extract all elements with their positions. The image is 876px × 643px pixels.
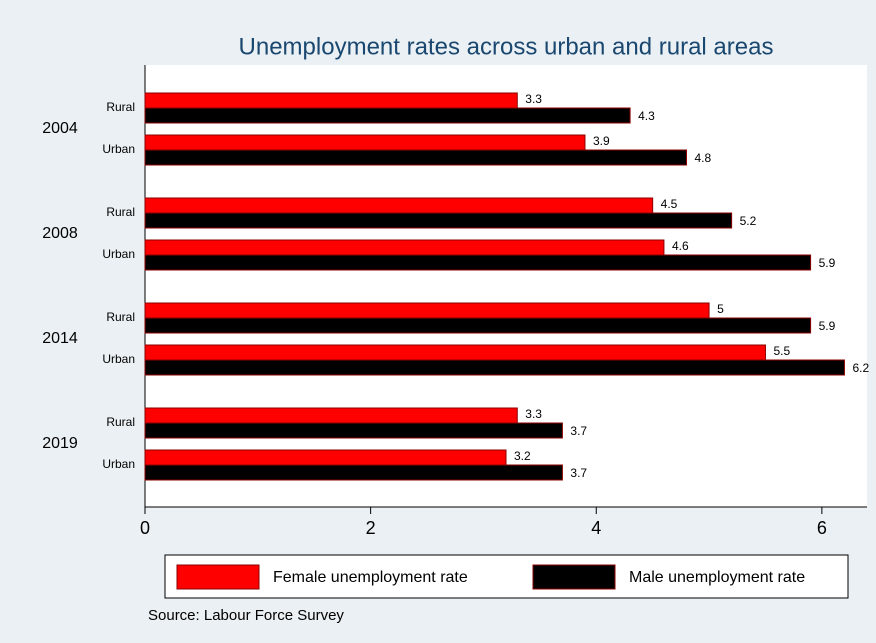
value-label: 3.3 xyxy=(525,407,542,421)
bar xyxy=(144,92,518,109)
value-label: 4.5 xyxy=(661,197,678,211)
bar xyxy=(144,197,654,214)
bar xyxy=(144,359,845,376)
bar xyxy=(144,317,812,334)
group-label: 2008 xyxy=(42,225,78,242)
value-label: 3.7 xyxy=(570,466,587,480)
y-tick-label: Rural xyxy=(106,310,135,324)
value-label: 3.2 xyxy=(514,449,531,463)
value-label: 5 xyxy=(717,302,724,316)
value-label: 4.3 xyxy=(638,109,655,123)
legend-swatch xyxy=(176,564,260,590)
value-label: 5.5 xyxy=(773,344,790,358)
bar xyxy=(144,212,733,229)
group-label: 2004 xyxy=(42,120,78,137)
value-label: 3.9 xyxy=(593,134,610,148)
y-tick-label: Urban xyxy=(102,142,135,156)
bar xyxy=(144,422,563,439)
value-label: 6.2 xyxy=(852,361,869,375)
bar xyxy=(144,464,563,481)
bar xyxy=(144,107,631,124)
bar xyxy=(144,302,710,319)
x-tick-label: 0 xyxy=(140,518,150,538)
value-label: 4.8 xyxy=(695,151,712,165)
value-label: 3.7 xyxy=(570,424,587,438)
bar xyxy=(144,239,665,256)
legend-label: Female unemployment rate xyxy=(273,569,468,586)
group-label: 2019 xyxy=(42,435,78,452)
bar xyxy=(144,407,518,424)
plot-area xyxy=(145,65,867,507)
legend xyxy=(164,554,849,599)
x-tick-label: 6 xyxy=(817,518,827,538)
bar xyxy=(144,149,687,166)
bar xyxy=(144,134,586,151)
bar xyxy=(144,344,766,361)
value-label: 5.9 xyxy=(819,256,836,270)
value-label: 5.2 xyxy=(740,214,757,228)
bar xyxy=(144,254,812,271)
value-label: 3.3 xyxy=(525,92,542,106)
x-tick-label: 4 xyxy=(591,518,601,538)
value-label: 4.6 xyxy=(672,239,689,253)
y-tick-label: Rural xyxy=(106,415,135,429)
y-tick-label: Urban xyxy=(102,352,135,366)
y-tick-label: Rural xyxy=(106,205,135,219)
group-label: 2014 xyxy=(42,330,78,347)
value-label: 5.9 xyxy=(819,319,836,333)
x-tick-label: 2 xyxy=(366,518,376,538)
source-note: Source: Labour Force Survey xyxy=(148,607,344,624)
y-tick-label: Urban xyxy=(102,247,135,261)
y-tick-label: Rural xyxy=(106,100,135,114)
chart-title: Unemployment rates across urban and rura… xyxy=(239,33,774,60)
y-tick-label: Urban xyxy=(102,457,135,471)
bar xyxy=(144,449,507,466)
legend-label: Male unemployment rate xyxy=(629,569,805,586)
legend-swatch xyxy=(532,564,616,590)
